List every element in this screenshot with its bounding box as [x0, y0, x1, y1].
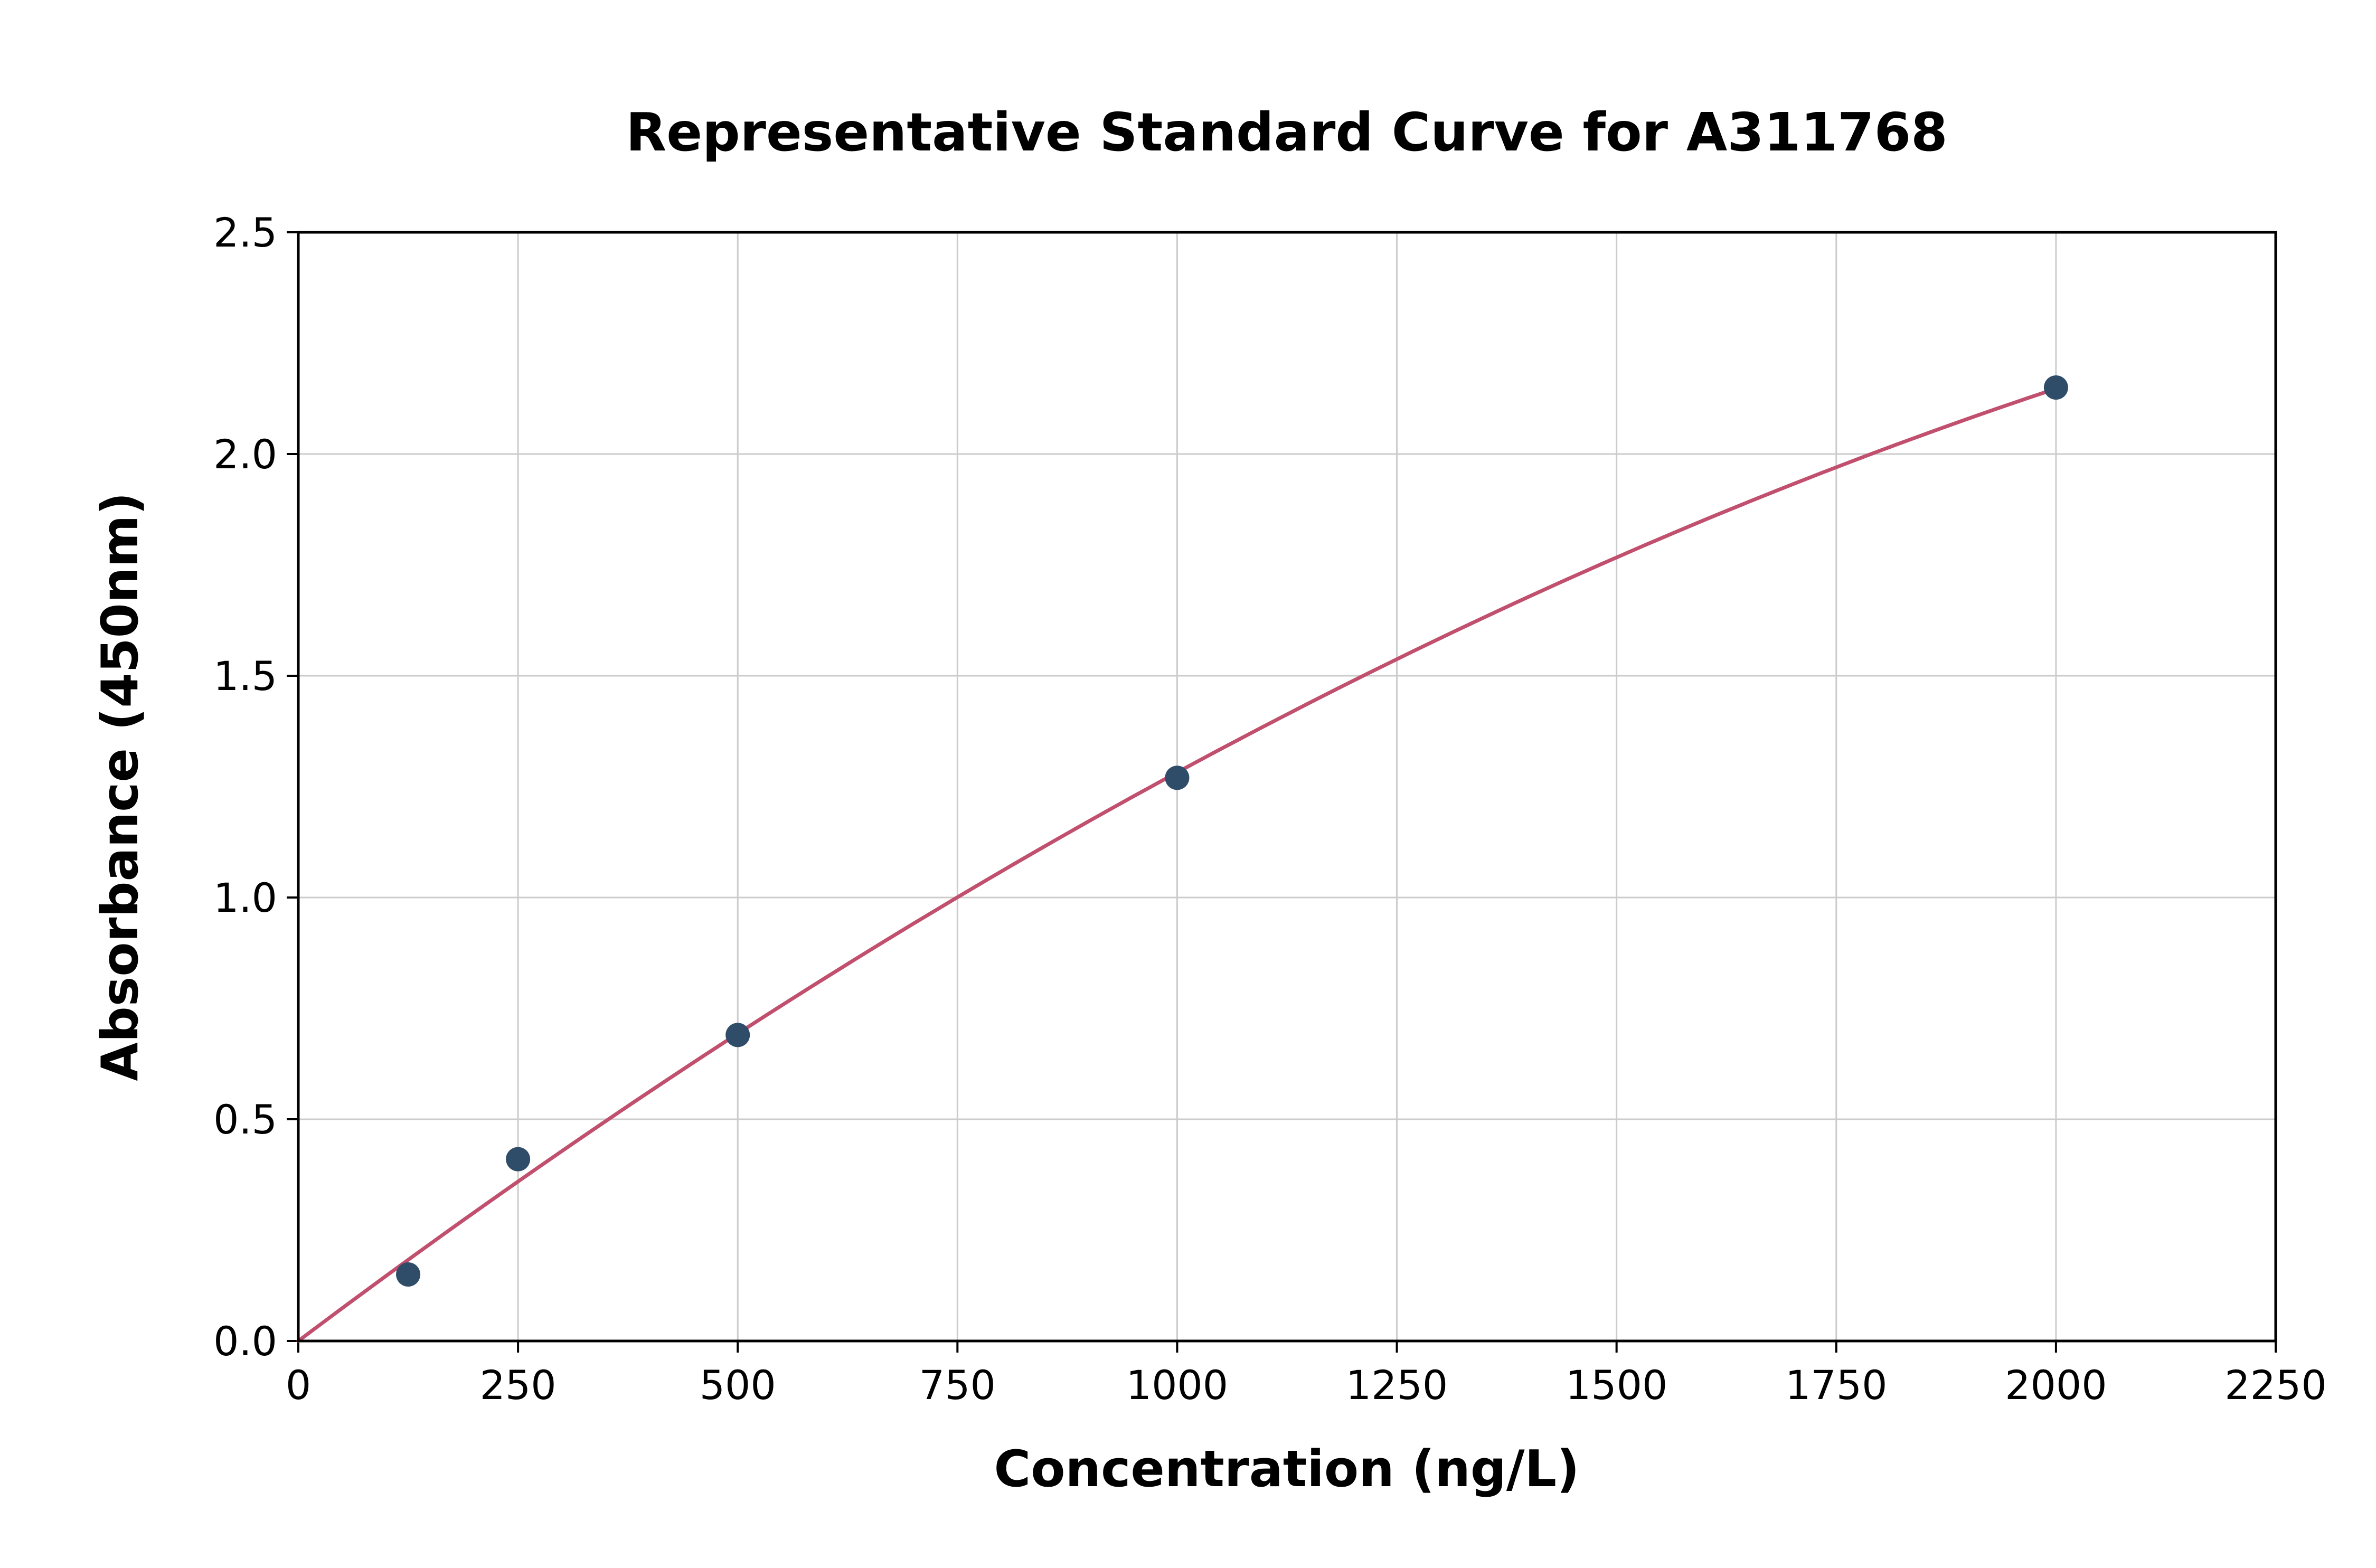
y-tick-label: 1.5	[213, 653, 277, 700]
data-point	[396, 1262, 421, 1287]
y-axis-label: Absorbance (450nm)	[91, 492, 149, 1081]
data-point	[725, 1023, 750, 1047]
y-tick-label: 2.5	[213, 209, 277, 256]
data-point	[506, 1147, 531, 1172]
y-tick-label: 1.0	[213, 874, 277, 921]
x-tick-label: 1250	[1346, 1362, 1448, 1409]
plot-border	[297, 231, 2277, 1343]
y-tick-label: 0.5	[213, 1096, 277, 1143]
axis-ticks: 0 250 500 750 1000 1250 1500 1750 2000 2250 0.0 0.5…	[213, 209, 2327, 1409]
data-series	[296, 375, 2068, 1343]
x-tick-label: 1750	[1785, 1362, 1887, 1409]
data-point	[2043, 375, 2068, 400]
x-axis-label: Concentration (ng/L)	[994, 1440, 1579, 1498]
data-point	[1165, 766, 1190, 790]
chart-title: Representative Standard Curve for A31176…	[626, 101, 1947, 163]
gridlines	[297, 231, 2277, 1342]
x-tick-label: 2000	[2005, 1362, 2107, 1409]
x-tick-label: 1000	[1126, 1362, 1228, 1409]
y-tick-label: 2.0	[213, 431, 277, 478]
x-tick-label: 0	[286, 1362, 311, 1409]
x-tick-label: 500	[700, 1362, 776, 1409]
x-tick-label: 1500	[1566, 1362, 1667, 1409]
y-tick-label: 0.0	[213, 1318, 277, 1365]
x-tick-label: 250	[480, 1362, 557, 1409]
x-tick-label: 750	[919, 1362, 996, 1409]
x-tick-label: 2250	[2224, 1362, 2326, 1409]
